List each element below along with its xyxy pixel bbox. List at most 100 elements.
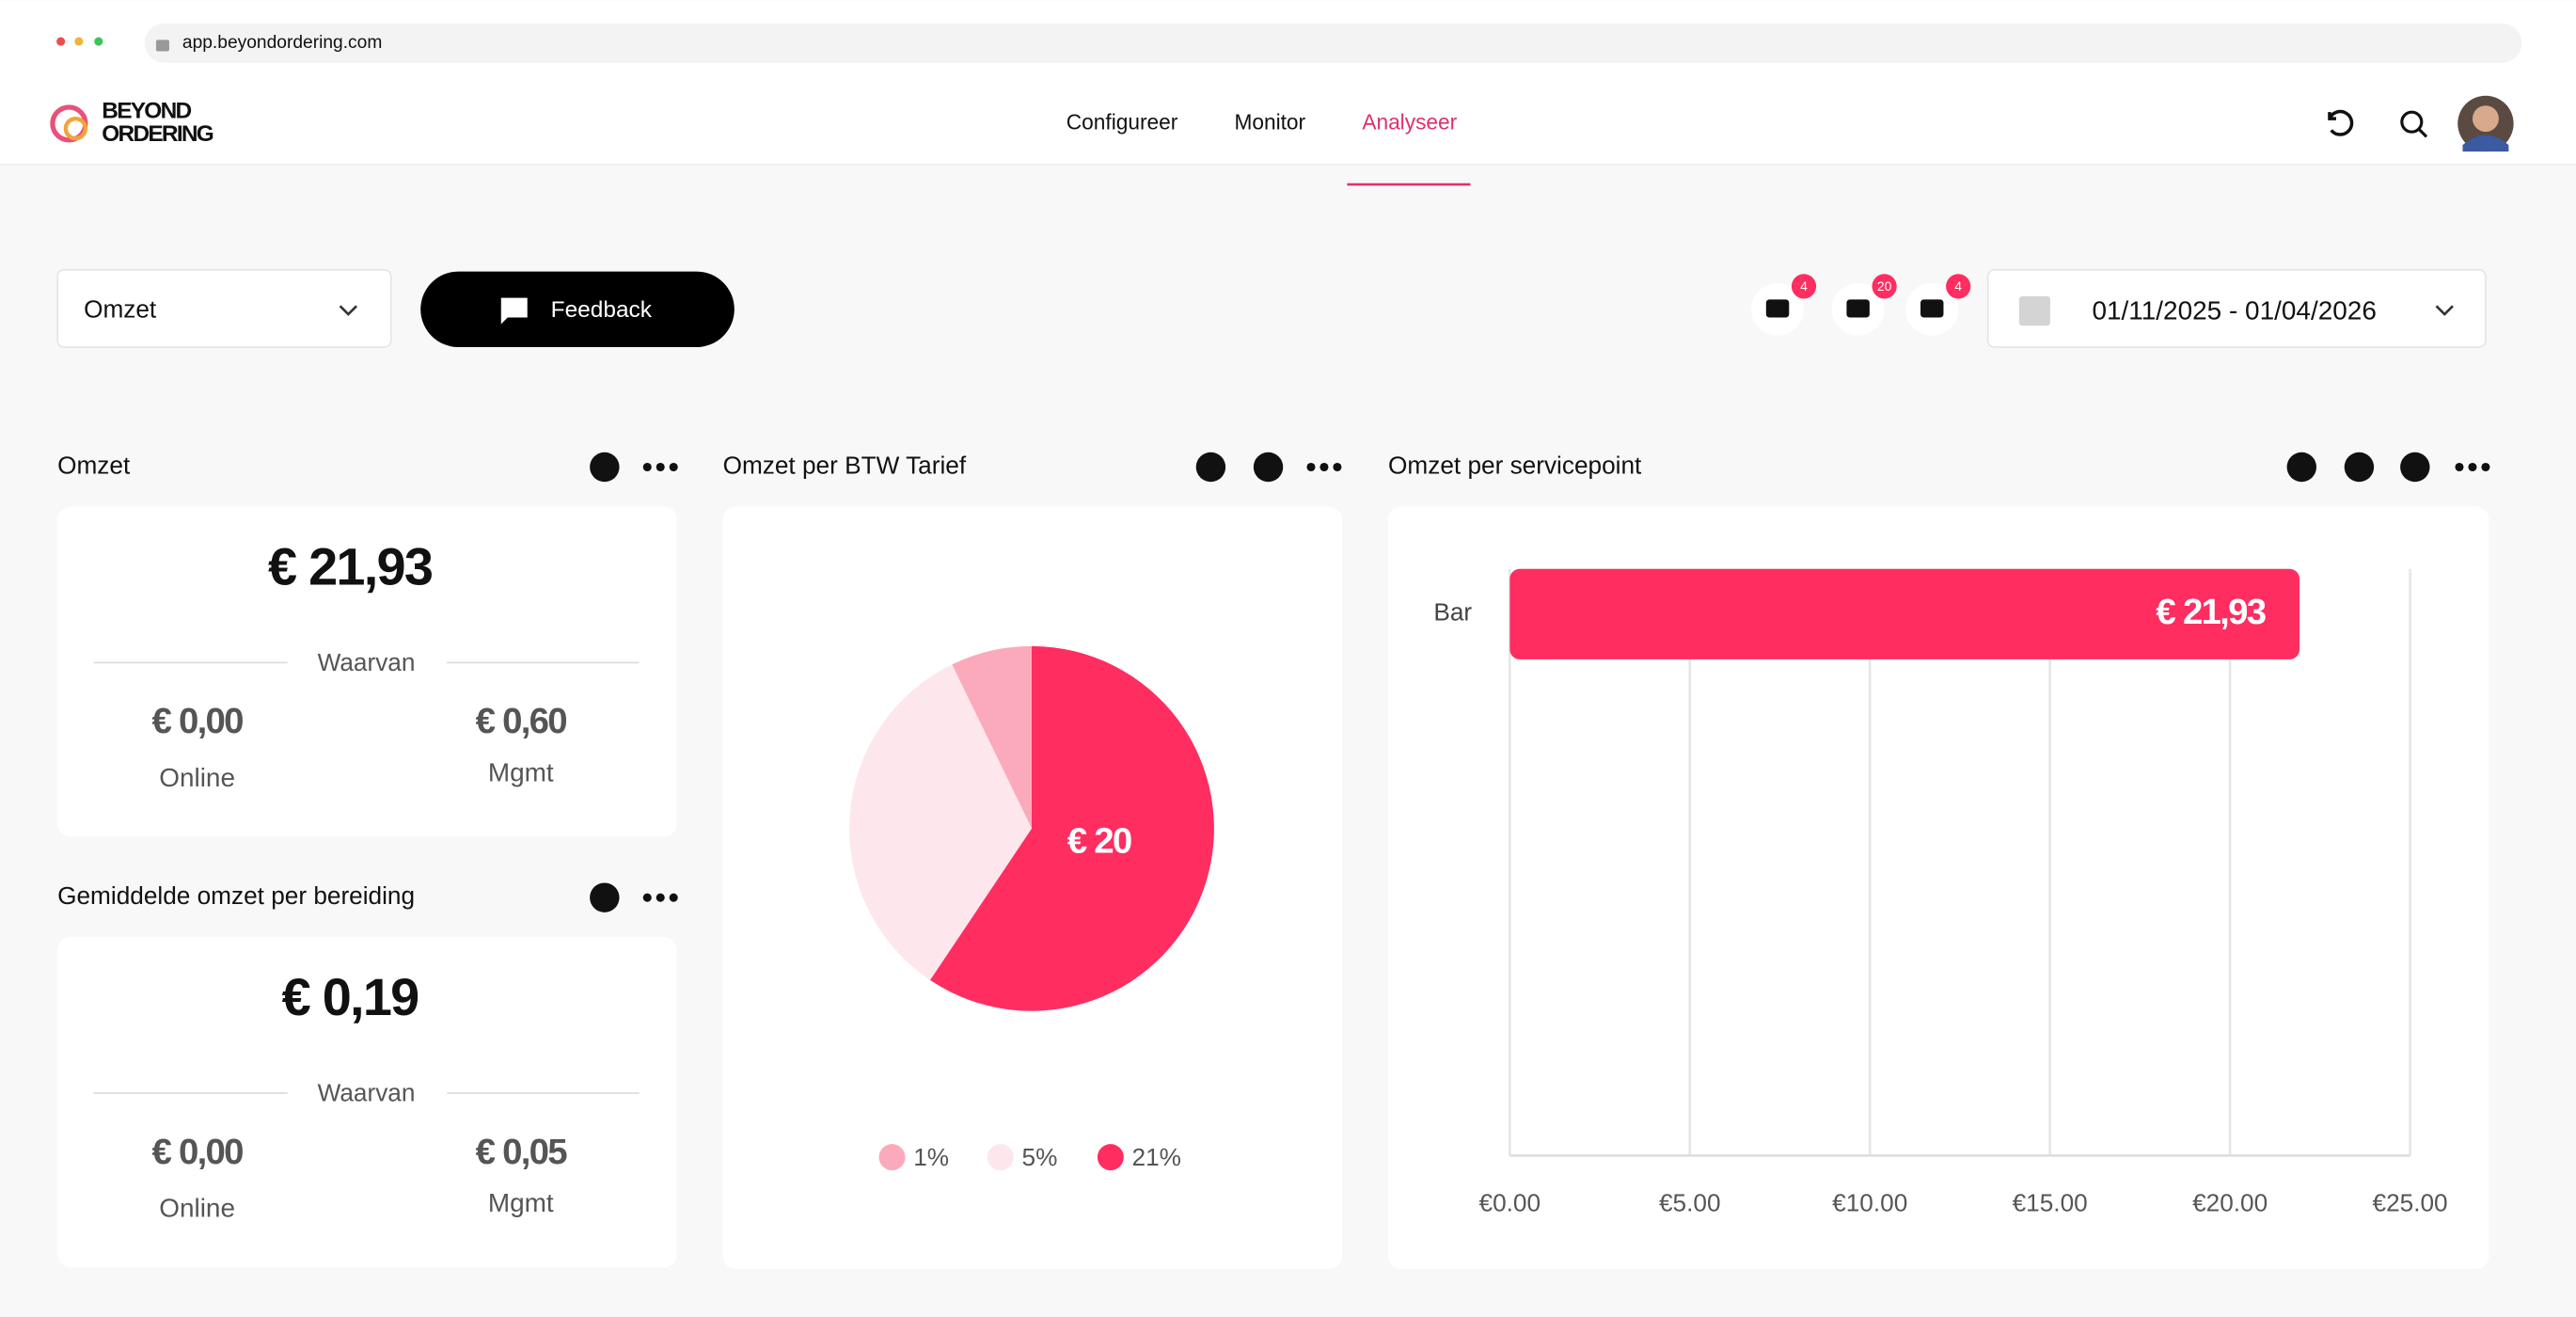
nav-item[interactable]: Analyseer	[1362, 109, 1457, 134]
kpi-label: Online	[159, 1193, 235, 1222]
logo-mark	[63, 116, 88, 141]
more-dot	[1333, 462, 1342, 472]
url: app.beyondordering.com	[182, 33, 382, 53]
search-icon	[2417, 127, 2428, 138]
y-category-label: Bar	[1433, 598, 1472, 627]
notification-icon	[1765, 299, 1790, 318]
nav-item[interactable]: Configureer	[1067, 109, 1178, 134]
notification-icon	[1846, 299, 1870, 318]
avatar-body	[2462, 135, 2509, 152]
bar-value-label: € 21,93	[2156, 592, 2265, 632]
window-dot	[94, 37, 103, 46]
badge	[1791, 274, 1817, 299]
x-tick-label: €25.00	[2373, 1189, 2448, 1217]
calendar-icon	[2018, 295, 2051, 326]
url-bar[interactable]	[144, 23, 2522, 63]
more-dot	[2468, 462, 2477, 472]
badge-count: 4	[1800, 278, 1808, 294]
card	[57, 937, 677, 1268]
kpi-value: € 0,05	[476, 1132, 568, 1172]
chart-title: Omzet per servicepoint	[1388, 451, 1642, 479]
badge	[1872, 274, 1897, 299]
kpi-total: € 21,93	[268, 536, 433, 595]
x-tick-label: €0.00	[1479, 1189, 1541, 1217]
dropdown-label: Omzet	[84, 294, 157, 323]
card-title: Omzet	[57, 451, 131, 479]
chevron	[2435, 305, 2454, 316]
kpi-label: Mgmt	[488, 758, 554, 787]
x-tick-label: €20.00	[2192, 1189, 2268, 1217]
badges: 4 20 4	[1751, 274, 1971, 336]
avatar-face	[2472, 105, 2499, 133]
icon-button[interactable]	[590, 882, 620, 912]
x-tick-label: €5.00	[1659, 1189, 1721, 1217]
badge	[1946, 274, 1971, 299]
badge-count: 20	[1877, 278, 1892, 294]
legend-swatch	[987, 1144, 1014, 1171]
feedback-icon	[500, 297, 528, 325]
content: Omzet € 21,93 Waarvan € 0,00 Online € 0,60 Mgm…	[57, 451, 2490, 1269]
notification-icon	[1920, 299, 1944, 318]
icon-button[interactable]	[2286, 452, 2317, 483]
more-dot	[2481, 462, 2490, 472]
icon-button[interactable]	[2344, 452, 2375, 483]
legend-label: 21%	[1132, 1143, 1181, 1171]
icon-button[interactable]	[1195, 452, 1226, 483]
card-title: Gemiddelde omzet per bereiding	[57, 881, 415, 910]
pie-label: € 20	[1067, 821, 1131, 862]
legend-label: 1%	[913, 1143, 949, 1171]
divider-label: Waarvan	[318, 1079, 416, 1107]
header	[0, 82, 2576, 166]
nav-item[interactable]: Monitor	[1234, 109, 1305, 134]
more-dot	[642, 462, 652, 472]
kpi-value: € 0,00	[151, 1132, 243, 1172]
x-tick-label: €15.00	[2013, 1189, 2088, 1217]
icon-button[interactable]	[590, 452, 620, 483]
window-dot	[74, 37, 84, 46]
pie-slice	[849, 664, 1032, 980]
logo-text: ORDERING	[102, 121, 213, 147]
history-button[interactable]	[2313, 97, 2366, 151]
kpi-value: € 0,00	[151, 701, 243, 741]
history-icon	[2328, 109, 2354, 136]
logo-text: BEYOND	[102, 99, 191, 124]
date-range: 01/11/2025 - 01/04/2026	[2092, 296, 2376, 325]
card	[57, 506, 677, 837]
more-dot	[656, 893, 665, 902]
x-tick-label: €10.00	[1832, 1189, 1907, 1217]
icon-button[interactable]	[1253, 452, 1284, 483]
kpi-total: € 0,19	[282, 967, 419, 1026]
bar	[1509, 568, 2300, 659]
legend-label: 5%	[1022, 1143, 1058, 1171]
nav: Configureer Monitor Analyseer	[1067, 109, 1471, 186]
kpi-label: Mgmt	[488, 1188, 554, 1217]
more-dot	[656, 462, 665, 472]
feedback-button[interactable]	[420, 271, 735, 347]
pie-slice	[952, 645, 1032, 829]
more-dot	[2455, 462, 2464, 472]
icon-button[interactable]	[2400, 452, 2430, 483]
legend-swatch	[878, 1144, 906, 1171]
search-icon[interactable]	[2400, 110, 2424, 134]
date-picker[interactable]	[1986, 269, 2487, 348]
card	[1388, 506, 2489, 1269]
divider-label: Waarvan	[318, 648, 416, 676]
lock-icon	[155, 40, 169, 52]
legend-swatch	[1097, 1144, 1124, 1171]
dropdown[interactable]	[56, 269, 392, 348]
chevron	[339, 305, 357, 316]
kpi-label: Online	[159, 763, 235, 792]
more-dot	[1306, 462, 1316, 472]
chart-title: Omzet per BTW Tarief	[723, 451, 967, 479]
more-dot	[669, 462, 678, 472]
window-dot	[56, 37, 66, 46]
feedback-label: Feedback	[551, 297, 653, 323]
kpi-value: € 0,60	[476, 701, 567, 741]
more-dot	[1320, 462, 1329, 472]
more-dot	[669, 893, 678, 902]
pie-slice	[930, 645, 1214, 1011]
badge-count: 4	[1954, 278, 1962, 294]
more-dot	[642, 893, 652, 902]
